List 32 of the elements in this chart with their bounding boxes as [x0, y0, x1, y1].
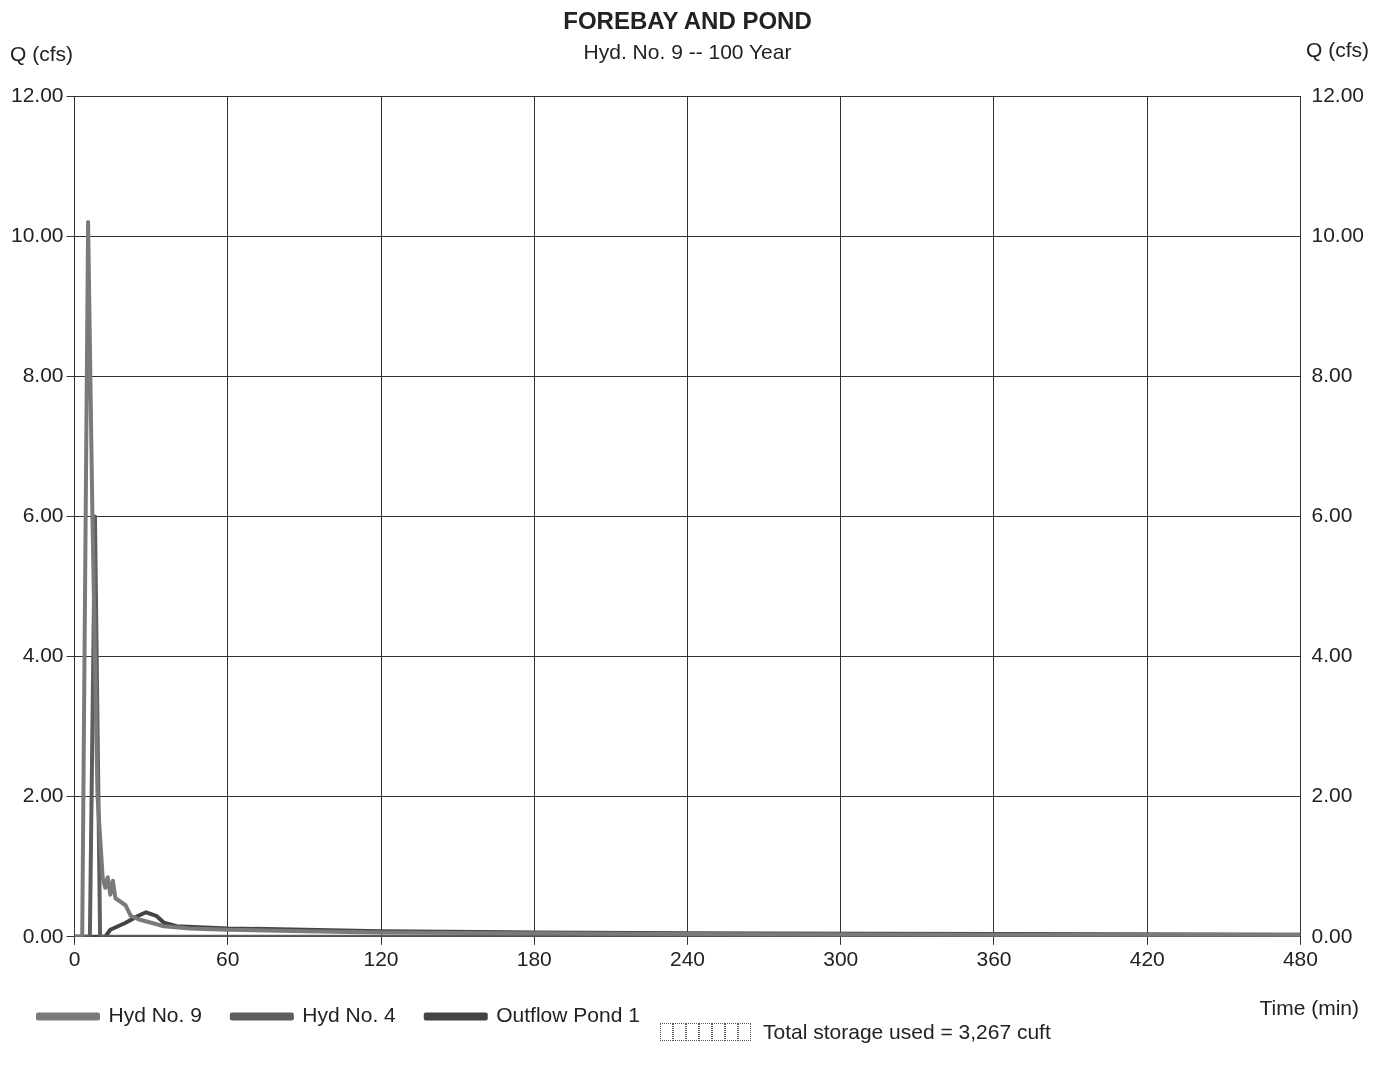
y-tick-label: 8.00: [22, 363, 64, 387]
x-tick-label: 480: [1282, 947, 1318, 971]
chart-subtitle: Hyd. No. 9 -- 100 Year: [583, 40, 792, 64]
legend-label: Hyd No. 4: [302, 1003, 397, 1027]
x-tick-label: 420: [1129, 947, 1165, 971]
y-tick-label: 2.00: [22, 783, 64, 807]
legend-label: Hyd No. 9: [108, 1003, 202, 1027]
y-tick-label: 10.00: [10, 222, 64, 246]
x-axis-title: Time (min): [1259, 996, 1359, 1020]
legend-label: Outflow Pond 1: [496, 1003, 640, 1027]
y2-tick-label: 12.00: [1311, 82, 1365, 106]
y2-tick-label: 8.00: [1311, 363, 1353, 387]
x-tick-label: 360: [976, 947, 1012, 971]
y-tick-label: 6.00: [22, 503, 64, 527]
y2-tick-label: 4.00: [1311, 643, 1353, 667]
x-tick-label: 240: [669, 947, 706, 971]
y2-tick-label: 6.00: [1311, 503, 1353, 527]
y2-tick-label: 2.00: [1311, 783, 1353, 807]
x-tick-label: 120: [363, 947, 399, 971]
y-tick-label: 4.00: [22, 643, 64, 667]
y-tick-label: 0.00: [22, 923, 64, 947]
x-tick-label: 180: [516, 947, 552, 971]
x-tick-label: 60: [216, 947, 240, 971]
text: Total storage used = 3,267 cuft: [763, 1020, 1051, 1044]
x-tick-label: 300: [823, 947, 859, 971]
y2-tick-label: 0.00: [1311, 923, 1353, 947]
chart-title: FOREBAY AND POND: [563, 7, 812, 35]
y2-axis-title: Q (cfs): [1306, 38, 1369, 62]
y-axis-title: Q (cfs): [10, 42, 73, 66]
y2-tick-label: 10.00: [1311, 222, 1365, 246]
x-tick-label: 0: [68, 947, 81, 971]
y-tick-label: 12.00: [10, 82, 64, 106]
